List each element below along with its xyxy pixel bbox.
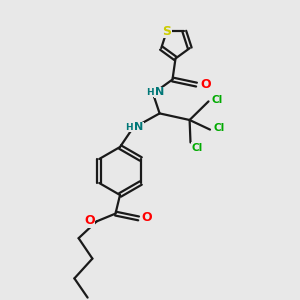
Text: Cl: Cl xyxy=(191,143,203,153)
Text: N: N xyxy=(155,87,164,98)
Text: H: H xyxy=(146,88,154,97)
Text: S: S xyxy=(162,25,171,38)
Text: N: N xyxy=(134,122,143,132)
Text: O: O xyxy=(142,211,152,224)
Text: O: O xyxy=(200,77,211,91)
Text: H: H xyxy=(125,123,133,132)
Text: O: O xyxy=(84,214,95,227)
Text: Cl: Cl xyxy=(212,95,223,105)
Text: Cl: Cl xyxy=(213,123,225,133)
